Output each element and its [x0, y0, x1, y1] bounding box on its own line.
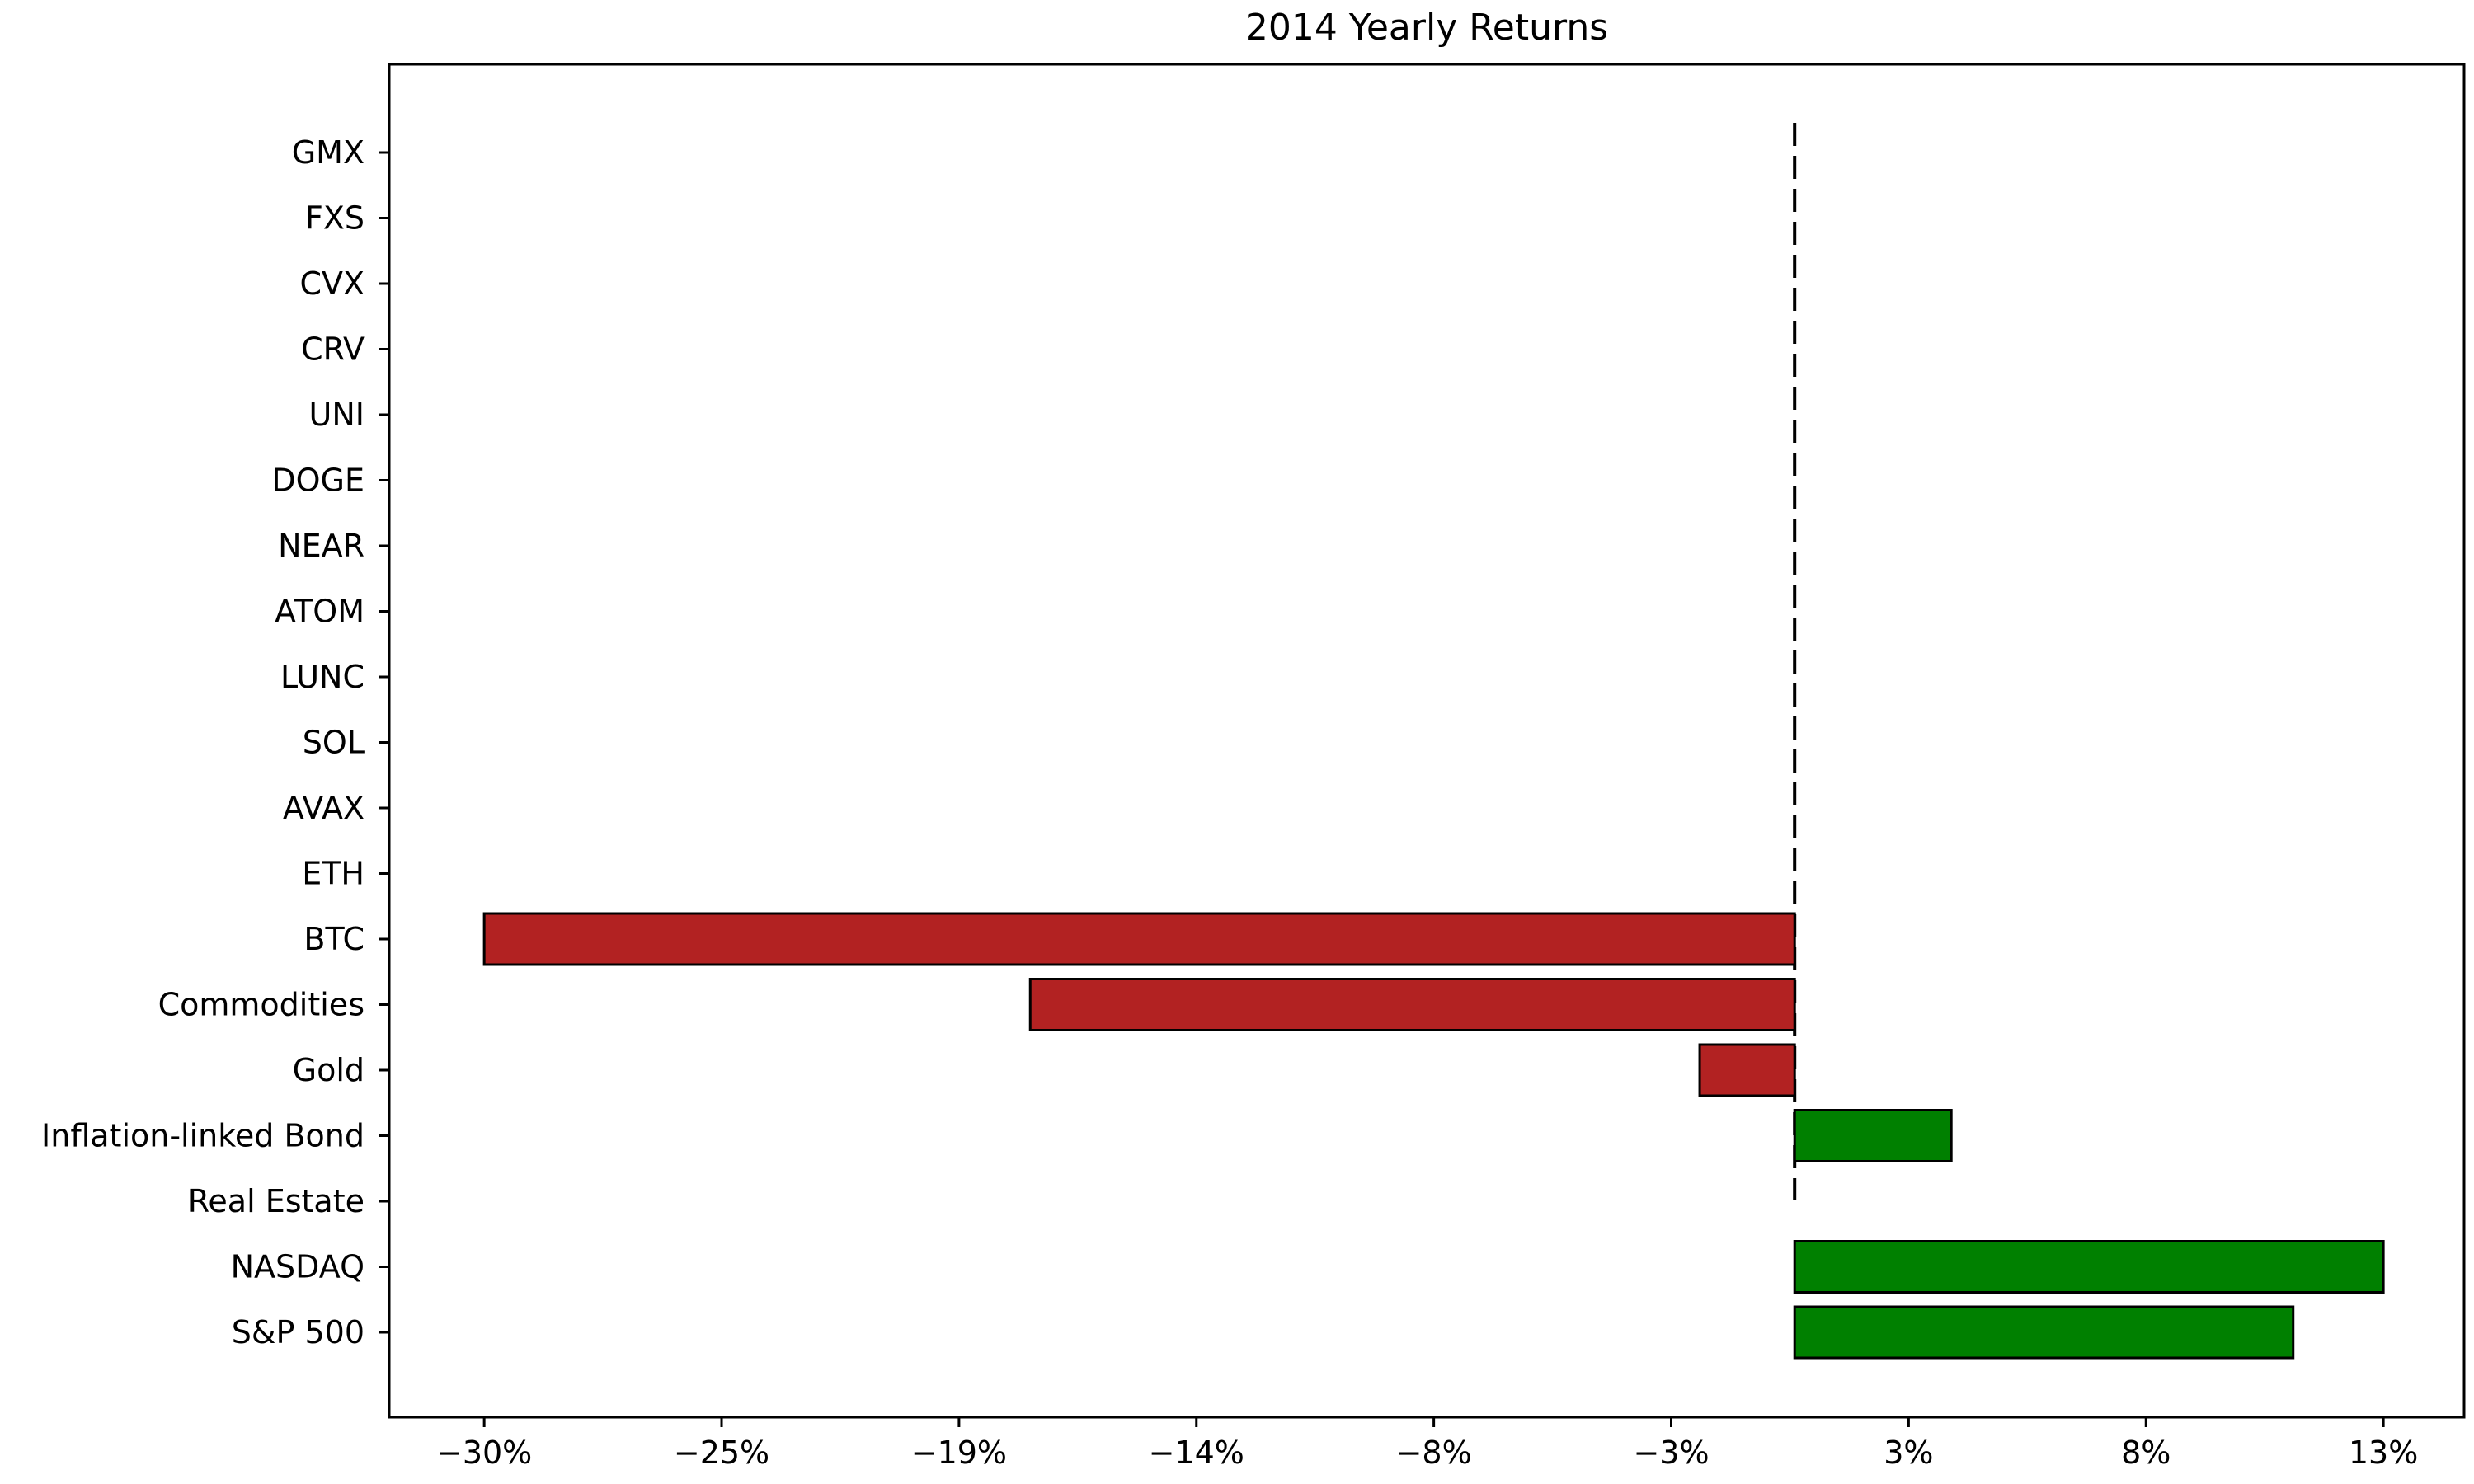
- y-tick-label: LUNC: [280, 659, 365, 695]
- y-axis: S&P 500 NASDAQ Real Estate Inflation-linked…: [41, 134, 389, 1350]
- y-tick-label: BTC: [303, 921, 365, 957]
- y-tick-label: Commodities: [158, 987, 365, 1023]
- y-tick-label: ATOM: [275, 594, 365, 630]
- y-tick-label: NEAR: [278, 528, 365, 564]
- bar: [1698, 1043, 1796, 1097]
- bar: [1793, 1240, 2385, 1294]
- y-tick-label: SOL: [303, 725, 365, 761]
- bar: [482, 912, 1796, 966]
- x-tick-label: 13%: [2349, 1435, 2418, 1471]
- x-tick-label: −25%: [674, 1435, 769, 1471]
- chart-title: 2014 Yearly Returns: [1245, 7, 1608, 49]
- y-tick-label: CVX: [299, 265, 365, 302]
- y-tick-label: CRV: [301, 331, 365, 368]
- y-tick-label: FXS: [305, 200, 365, 237]
- y-tick-label: GMX: [292, 134, 365, 171]
- x-axis: −30% −25% −19% −14% −8% −3% 3% 8% 13%: [436, 1417, 2418, 1471]
- x-tick-label: −30%: [436, 1435, 532, 1471]
- y-tick-label: ETH: [302, 856, 365, 892]
- y-tick-label: UNI: [309, 397, 365, 433]
- x-tick-label: −19%: [911, 1435, 1007, 1471]
- x-tick-label: 3%: [1884, 1435, 1933, 1471]
- bar: [1793, 1305, 2295, 1360]
- y-tick-label: AVAX: [283, 790, 365, 826]
- y-tick-label: NASDAQ: [231, 1249, 365, 1285]
- x-tick-label: −8%: [1396, 1435, 1472, 1471]
- y-tick-label: Inflation-linked Bond: [41, 1118, 365, 1154]
- bar: [1028, 978, 1796, 1031]
- y-tick-label: Gold: [293, 1052, 365, 1088]
- y-tick-label: S&P 500: [232, 1314, 365, 1350]
- bars: [482, 912, 2385, 1360]
- x-tick-label: 8%: [2121, 1435, 2171, 1471]
- y-tick-label: Real Estate: [188, 1183, 365, 1219]
- bar: [1793, 1109, 1953, 1162]
- x-tick-label: −3%: [1633, 1435, 1709, 1471]
- x-tick-label: −14%: [1149, 1435, 1244, 1471]
- y-tick-label: DOGE: [271, 463, 365, 499]
- plot-frame: [388, 63, 2466, 1419]
